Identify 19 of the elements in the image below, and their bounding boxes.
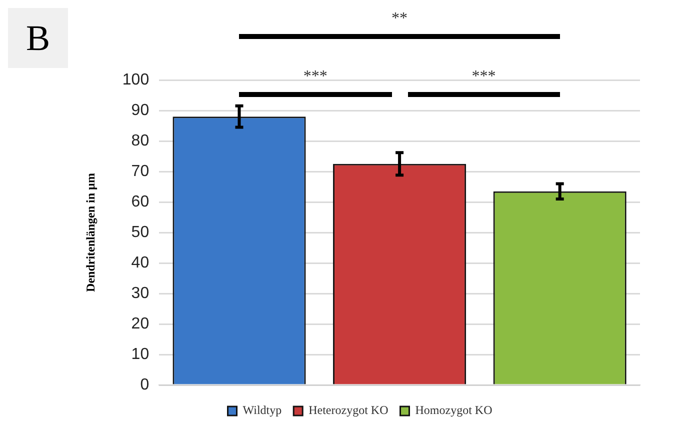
y-tick-label: 50 [131, 224, 150, 241]
y-tick-label: 90 [131, 102, 150, 119]
annotation: *** [472, 68, 496, 86]
y-tick-label: 80 [131, 132, 150, 150]
y-axis-title: Dendritenlängen in µm [83, 173, 98, 292]
y-tick-label: 60 [131, 193, 150, 210]
text: ** [392, 10, 408, 28]
legend-label: Wildtyp [242, 403, 282, 418]
annotation: *** [303, 68, 328, 86]
y-tick-label: 100 [122, 71, 150, 88]
legend-label: Homozygot KO [415, 403, 493, 418]
text: B [8, 8, 68, 68]
y-tick-label: 10 [131, 346, 150, 363]
y-tick-label: 40 [131, 254, 150, 272]
legend-label: Heterozygot KO [308, 403, 389, 418]
y-tick-label: 30 [131, 284, 150, 302]
y-tick-label: 0 [140, 376, 150, 394]
y-tick-label: 70 [131, 162, 150, 180]
y-tick-label: 20 [131, 315, 150, 332]
